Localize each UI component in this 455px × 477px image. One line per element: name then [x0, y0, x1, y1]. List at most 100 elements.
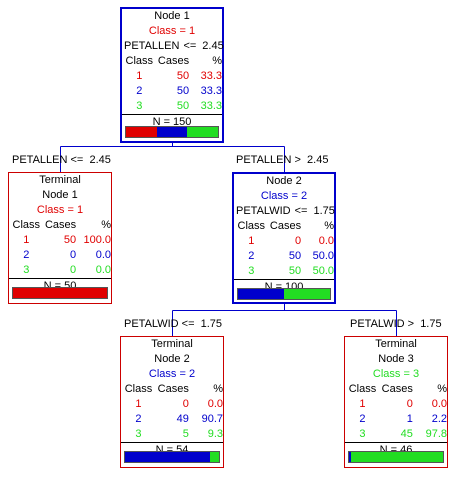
- table-row: 1 0 0.0: [347, 397, 447, 412]
- table-row: 3 0 0.0: [11, 263, 111, 278]
- class-cell: 3: [248, 265, 255, 277]
- class-distribution-table: Class Cases% 1 0 0.0 2 1 2.2 3 45 97.8: [347, 382, 447, 442]
- cases-cell: 5: [182, 428, 189, 440]
- column-header: %: [437, 383, 447, 395]
- table-header-row: Class Cases%: [11, 218, 111, 233]
- split-rule: PETALLEN <= 2.45: [122, 39, 224, 54]
- table-row: 2 0 0.0: [11, 248, 111, 263]
- cases-cell: 0: [406, 398, 413, 410]
- class-cell: 1: [248, 235, 255, 247]
- percent-cell: 50.0: [312, 250, 334, 262]
- table-header-row: Class Cases%: [347, 382, 447, 397]
- bar-segment-class-3: [187, 127, 218, 137]
- node-id-label: Node 3: [378, 353, 414, 365]
- percent-cell: 0.0: [318, 235, 334, 247]
- class-distribution-table: Class Cases% 1 50 100.0 2 0 0.0 3 0 0.0: [11, 218, 111, 278]
- class-cell: 2: [359, 413, 366, 425]
- node-type-label: Node 2: [266, 175, 302, 187]
- node-type-label: Terminal: [375, 338, 417, 350]
- column-header: %: [101, 219, 111, 231]
- bar-segment-class-2: [125, 452, 211, 462]
- split-operator: <=: [183, 40, 197, 52]
- bar-segment-class-2: [238, 289, 284, 299]
- table-row: 3 5 9.3: [123, 427, 223, 442]
- edge-split-label: PETALWID > 1.75: [350, 318, 442, 330]
- table-row: 1 0 0.0: [123, 397, 223, 412]
- bar-segment-class-3: [210, 452, 219, 462]
- percent-cell: 2.2: [431, 413, 447, 425]
- column-header: Class: [348, 383, 377, 395]
- split-node[interactable]: Node 2 Class = 2 PETALWID <= 1.75 Class Cases%…: [232, 172, 336, 304]
- case-count: N = 150: [122, 114, 222, 129]
- percent-cell: 0.0: [207, 398, 223, 410]
- column-header: Class: [12, 219, 41, 231]
- predicted-class-label: Class = 1: [148, 25, 196, 37]
- column-header: Cases: [381, 383, 413, 395]
- split-variable: PETALLEN: [124, 40, 180, 52]
- column-header: %: [213, 383, 223, 395]
- column-header: Cases: [269, 220, 302, 232]
- table-header-row: Class Cases%: [124, 54, 222, 69]
- class-distribution-table: Class Cases% 1 50 33.3 2 50 33.3 3 50 33.3: [124, 54, 222, 114]
- edge-split-label: PETALWID <= 1.75: [124, 318, 223, 330]
- percent-cell: 9.3: [207, 428, 223, 440]
- column-header: %: [212, 55, 222, 67]
- percent-cell: 90.7: [201, 413, 223, 425]
- class-distribution-bar: [124, 451, 220, 463]
- class-cell: 1: [135, 398, 142, 410]
- class-cell: 3: [23, 264, 30, 276]
- column-header: Class: [237, 220, 266, 232]
- percent-cell: 97.8: [425, 428, 447, 440]
- bar-segment-class-1: [126, 127, 157, 137]
- split-rule: PETALWID <= 1.75: [234, 204, 335, 219]
- column-header: Class: [124, 383, 153, 395]
- split-variable: PETALWID: [236, 205, 291, 217]
- table-row: 3 50 50.0: [236, 264, 334, 279]
- table-row: 1 50 100.0: [11, 233, 111, 248]
- percent-cell: 33.3: [200, 70, 222, 82]
- cases-cell: 1: [406, 413, 413, 425]
- bar-segment-class-1: [13, 288, 107, 298]
- percent-cell: 0.0: [431, 398, 447, 410]
- predicted-class-label: Class = 2: [148, 368, 196, 380]
- edge-split-label: PETALLEN <= 2.45: [12, 154, 111, 166]
- class-distribution-bar: [125, 126, 219, 138]
- column-header: Cases: [157, 383, 189, 395]
- class-cell: 2: [23, 249, 30, 261]
- percent-cell: 33.3: [200, 100, 222, 112]
- column-header: Cases: [44, 219, 77, 231]
- cases-cell: 0: [294, 235, 302, 247]
- table-row: 2 49 90.7: [123, 412, 223, 427]
- table-row: 3 45 97.8: [347, 427, 447, 442]
- table-header-row: Class Cases%: [236, 219, 334, 234]
- class-cell: 2: [136, 85, 143, 97]
- node-id-label: Node 1: [42, 189, 78, 201]
- terminal-node[interactable]: Terminal Node 2 Class = 2 Class Cases% 1 0 0.0 2…: [120, 336, 224, 468]
- terminal-node[interactable]: Terminal Node 3 Class = 3 Class Cases% 1 0 0.0 2…: [344, 336, 448, 468]
- node-type-label: Node 1: [154, 10, 190, 22]
- cases-cell: 50: [176, 85, 190, 97]
- class-cell: 3: [135, 428, 142, 440]
- bar-segment-class-2: [156, 127, 188, 137]
- table-header-row: Class Cases%: [123, 382, 223, 397]
- node-id-label: Node 2: [154, 353, 190, 365]
- cases-cell: 50: [63, 234, 77, 246]
- class-cell: 2: [135, 413, 142, 425]
- class-cell: 1: [136, 70, 143, 82]
- cases-cell: 0: [70, 249, 77, 261]
- node-type-label: Terminal: [39, 174, 81, 186]
- table-row: 2 1 2.2: [347, 412, 447, 427]
- percent-cell: 33.3: [200, 85, 222, 97]
- terminal-node[interactable]: Terminal Node 1 Class = 1 Class Cases% 1 50 100…: [8, 172, 112, 304]
- split-node[interactable]: Node 1 Class = 1 PETALLEN <= 2.45 Class Cases%…: [120, 7, 224, 143]
- class-cell: 1: [23, 234, 30, 246]
- class-cell: 3: [359, 428, 366, 440]
- cases-cell: 50: [288, 250, 302, 262]
- table-row: 3 50 33.3: [124, 99, 222, 114]
- percent-cell: 100.0: [83, 234, 111, 246]
- cases-cell: 0: [70, 264, 77, 276]
- cases-cell: 50: [176, 70, 190, 82]
- split-value: 1.75: [313, 205, 335, 217]
- split-operator: <=: [294, 205, 308, 217]
